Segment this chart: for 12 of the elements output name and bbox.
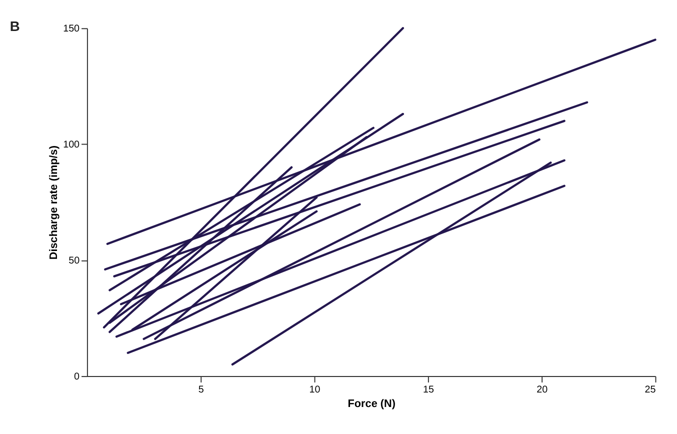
x-tick-label: 25 xyxy=(644,384,656,396)
y-tick-label: 100 xyxy=(63,140,80,151)
x-axis-title: Force (N) xyxy=(348,398,396,410)
text: B xyxy=(10,18,20,34)
y-tick-label: 50 xyxy=(68,256,80,267)
x-tick-label: 15 xyxy=(422,384,434,396)
y-tick-label: 0 xyxy=(74,372,80,383)
x-tick-label: 20 xyxy=(536,384,548,396)
y-axis-title: Discharge rate (imp/s) xyxy=(48,145,60,260)
x-tick-label: 5 xyxy=(198,384,204,396)
x-tick-label: 10 xyxy=(309,384,321,396)
y-tick-label: 150 xyxy=(63,24,80,35)
